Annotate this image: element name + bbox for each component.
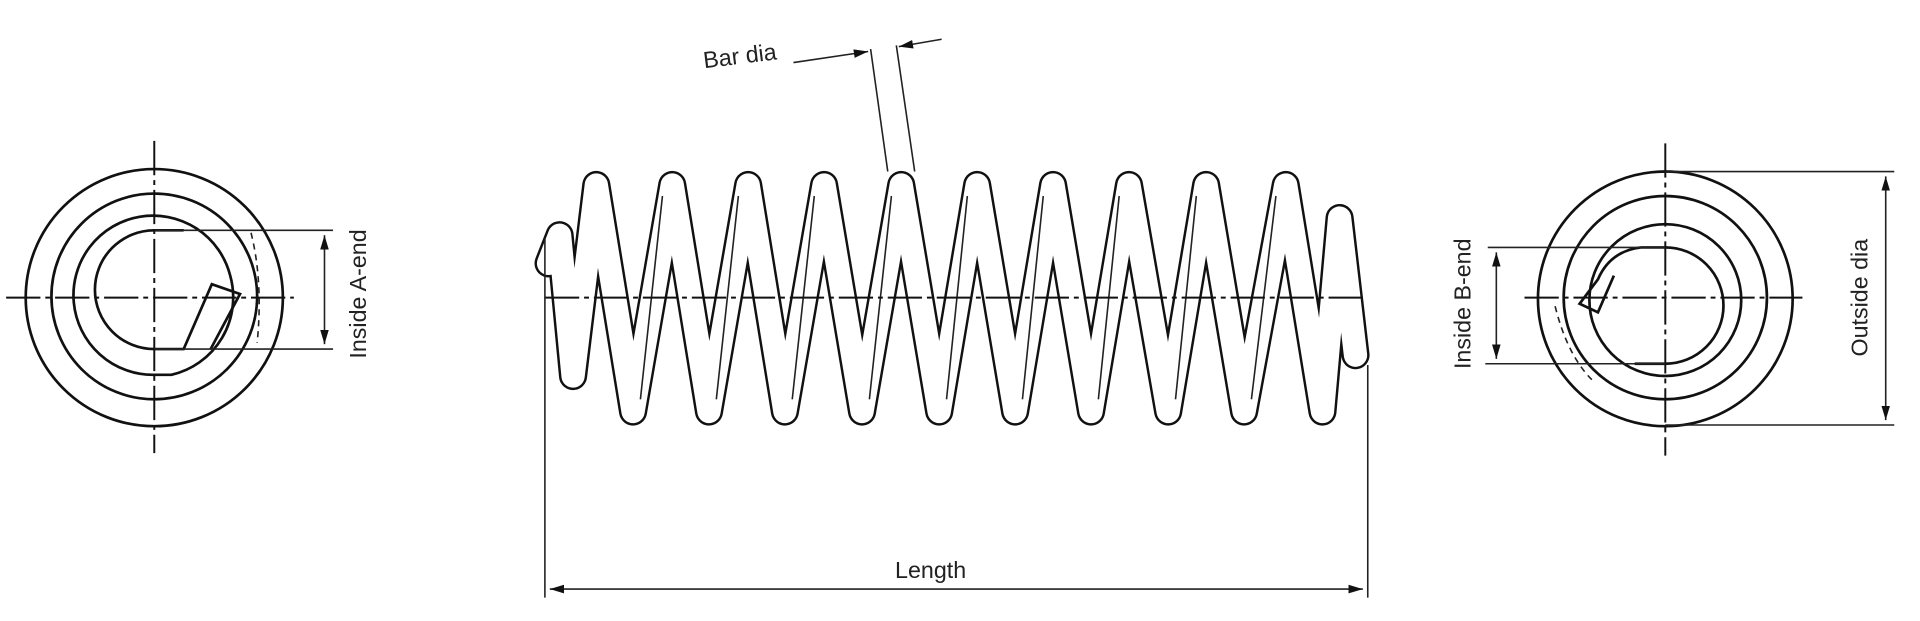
spring-coil-fill	[536, 173, 1368, 424]
length-label: Length	[895, 557, 966, 583]
middle-coil-b	[1562, 194, 1769, 401]
spring-side-view: Length Bar dia	[534, 38, 1370, 598]
hook-end-a	[93, 228, 242, 351]
outer-coil-a	[24, 167, 285, 428]
bar-dia-extension	[895, 45, 916, 172]
hook-end-b	[1577, 246, 1725, 366]
hidden-coil-b	[1554, 306, 1593, 381]
outside-dia-label: Outside dia	[1846, 239, 1872, 357]
inner-coil-b	[1588, 222, 1743, 378]
end-view-a: Inside A-end	[6, 140, 371, 454]
bar-dia-arrow-right	[898, 38, 942, 49]
end-view-b: Inside B-end Outside dia	[1450, 143, 1895, 456]
back-strand	[1021, 195, 1045, 400]
back-strand	[715, 195, 740, 400]
inside-b-end-label: Inside B-end	[1450, 238, 1476, 369]
bar-dia-arrow-left	[793, 49, 869, 64]
bar-dia-extension	[869, 48, 889, 172]
middle-coil-a	[50, 192, 259, 401]
inner-coil-a	[72, 214, 235, 377]
inside-a-end-label: Inside A-end	[345, 229, 371, 358]
bar-dia-label: Bar dia	[702, 38, 778, 73]
